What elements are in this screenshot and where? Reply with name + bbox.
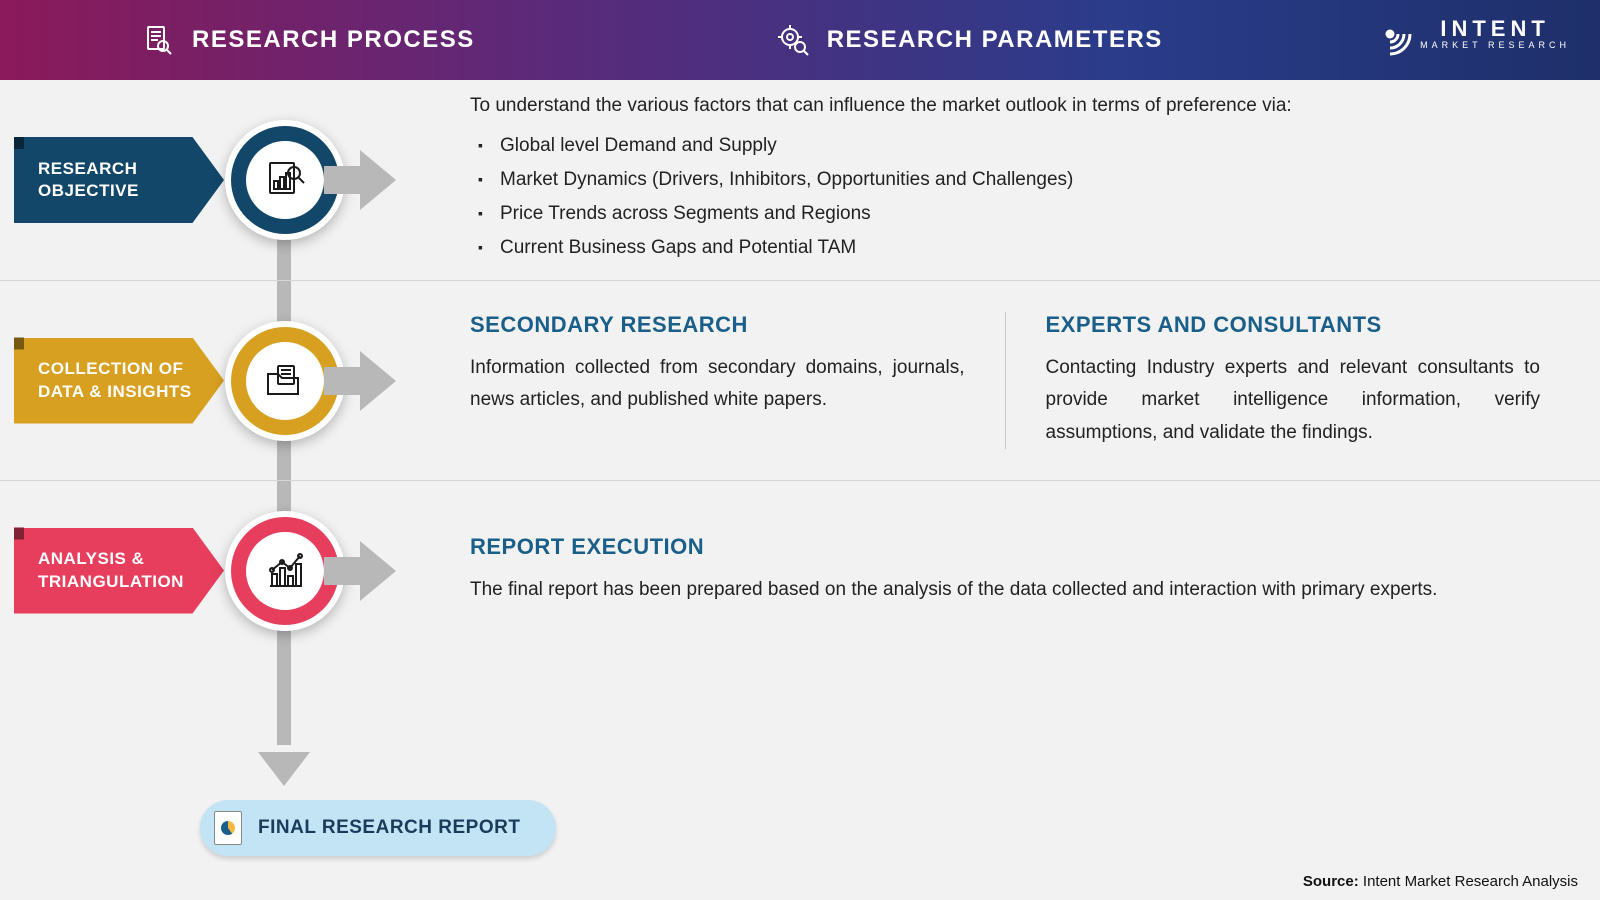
step-content: To understand the various factors that c… (470, 95, 1540, 266)
bar-line-chart-icon (246, 532, 324, 610)
brand-name: INTENT (1440, 18, 1549, 40)
source-prefix: Source: (1303, 873, 1359, 890)
step-label-tag: COLLECTION OFDATA & INSIGHTS (14, 338, 224, 424)
step-content: REPORT EXECUTION The final report has bee… (470, 534, 1540, 606)
step-intro-text: To understand the various factors that c… (470, 95, 1540, 117)
source-text: Intent Market Research Analysis (1359, 873, 1578, 890)
folder-file-icon (246, 342, 324, 420)
report-pie-icon (214, 811, 242, 845)
process-step: COLLECTION OFDATA & INSIGHTS SECONDARY RE… (0, 280, 1600, 480)
step-content: SECONDARY RESEARCH Information collected … (470, 312, 1540, 449)
two-column-block: SECONDARY RESEARCH Information collected … (470, 312, 1540, 449)
column-right: EXPERTS AND CONSULTANTS Contacting Indust… (1005, 312, 1541, 449)
diagram-content: RESEARCHOBJECTIVE To understand the vario… (0, 80, 1600, 900)
arrow-right-icon (360, 541, 396, 601)
header-bar: RESEARCH PROCESS RESEARCH PARAMETERS INT… (0, 0, 1600, 80)
step-label-line2: DATA & INSIGHTS (38, 381, 224, 403)
gear-search-icon (775, 22, 811, 58)
step-label-tag: RESEARCHOBJECTIVE (14, 137, 224, 223)
bullet-list: Global level Demand and SupplyMarket Dyn… (470, 129, 1540, 266)
brand-logo: INTENT MARKET RESEARCH (1366, 10, 1570, 58)
step-label-line2: OBJECTIVE (38, 180, 224, 202)
column-left: SECONDARY RESEARCH Information collected … (470, 312, 965, 449)
step-label-line1: ANALYSIS & (38, 548, 224, 570)
column-heading: SECONDARY RESEARCH (470, 312, 965, 338)
arrow-down-icon (258, 752, 310, 786)
bullet-item: Current Business Gaps and Potential TAM (500, 231, 1540, 265)
process-step: RESEARCHOBJECTIVE To understand the vario… (0, 80, 1600, 280)
bullet-item: Global level Demand and Supply (500, 129, 1540, 163)
arrow-right-icon (360, 150, 396, 210)
final-report-label: FINAL RESEARCH REPORT (258, 817, 520, 839)
arrow-right-icon (360, 351, 396, 411)
document-search-icon (140, 22, 176, 58)
doc-chart-search-icon (246, 141, 324, 219)
step-label-tag: ANALYSIS &TRIANGULATION (14, 528, 224, 614)
brand-subtitle: MARKET RESEARCH (1420, 40, 1570, 50)
column-text: Information collected from secondary dom… (470, 352, 965, 417)
source-attribution: Source: Intent Market Research Analysis (1303, 873, 1578, 890)
final-report-pill: FINAL RESEARCH REPORT (200, 800, 556, 856)
column-text: Contacting Industry experts and relevant… (1046, 352, 1541, 449)
step-label-line1: COLLECTION OF (38, 358, 224, 380)
radar-icon (1366, 10, 1414, 58)
step-label-line1: RESEARCH (38, 158, 224, 180)
step-label-line2: TRIANGULATION (38, 571, 224, 593)
section-heading: REPORT EXECUTION (470, 534, 1540, 560)
bullet-item: Market Dynamics (Drivers, Inhibitors, Op… (500, 163, 1540, 197)
column-heading: EXPERTS AND CONSULTANTS (1046, 312, 1541, 338)
bullet-item: Price Trends across Segments and Regions (500, 197, 1540, 231)
header-title-right: RESEARCH PARAMETERS (827, 26, 1163, 54)
section-text: The final report has been prepared based… (470, 574, 1540, 606)
process-step: ANALYSIS &TRIANGULATION REPORT EXECUTION T… (0, 480, 1600, 660)
header-title-left: RESEARCH PROCESS (192, 26, 475, 54)
